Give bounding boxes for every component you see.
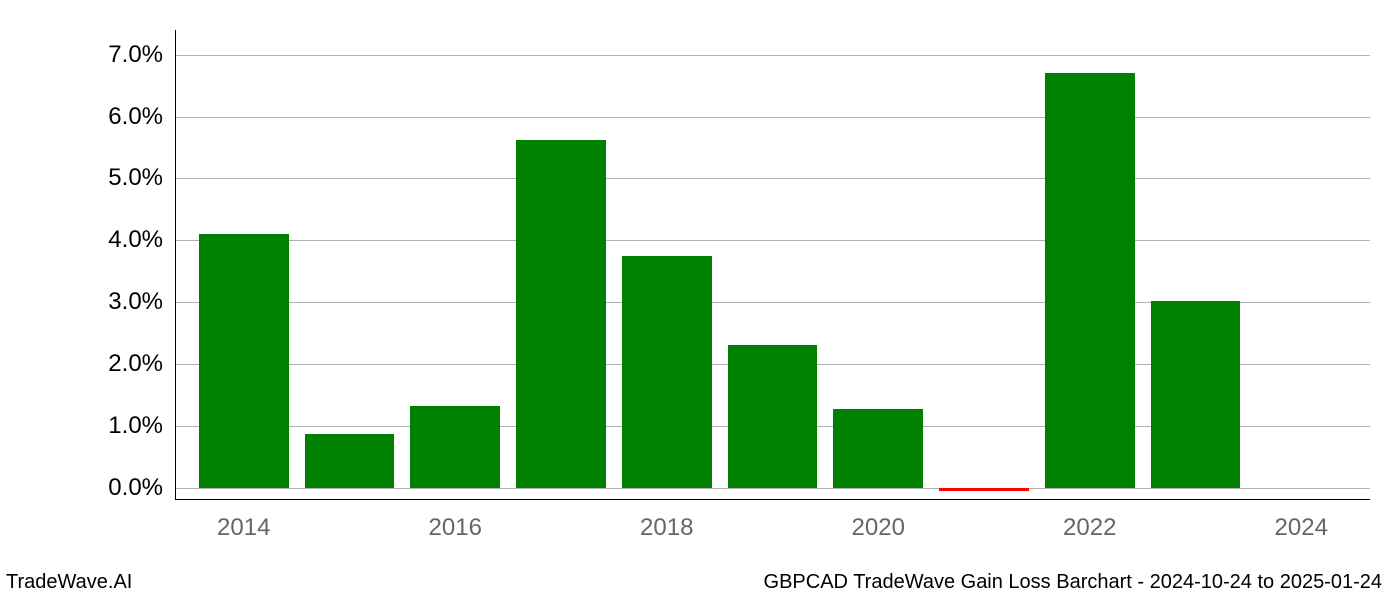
y-gridline <box>175 488 1370 489</box>
bar <box>728 345 818 487</box>
spine-left <box>175 30 176 500</box>
y-gridline <box>175 117 1370 118</box>
footer-right-text: GBPCAD TradeWave Gain Loss Barchart - 20… <box>764 571 1382 594</box>
x-tick-label: 2024 <box>1275 514 1328 542</box>
y-gridline <box>175 55 1370 56</box>
x-tick-label: 2022 <box>1063 514 1116 542</box>
y-tick-label: 1.0% <box>85 412 163 440</box>
y-tick-label: 5.0% <box>85 164 163 192</box>
bar <box>199 234 289 488</box>
bar <box>410 406 500 488</box>
bar <box>1045 73 1135 488</box>
y-tick-label: 0.0% <box>85 474 163 502</box>
y-tick-label: 6.0% <box>85 103 163 131</box>
bar <box>516 140 606 488</box>
gain-loss-barchart: 0.0% 1.0% 2.0% 3.0% 4.0% 5.0% 6.0% 7.0% 2014 2016… <box>0 0 1400 600</box>
x-tick-label: 2014 <box>217 514 270 542</box>
bar <box>622 256 712 488</box>
y-gridline <box>175 240 1370 241</box>
x-tick-label: 2018 <box>640 514 693 542</box>
spine-bottom <box>175 499 1370 500</box>
bar <box>939 488 1029 491</box>
x-tick-label: 2016 <box>429 514 482 542</box>
y-tick-label: 7.0% <box>85 41 163 69</box>
bar <box>833 409 923 488</box>
x-tick-label: 2020 <box>852 514 905 542</box>
y-tick-label: 2.0% <box>85 350 163 378</box>
y-gridline <box>175 178 1370 179</box>
bar <box>305 434 395 487</box>
y-tick-label: 4.0% <box>85 226 163 254</box>
plot-area: 0.0%1.0%2.0%3.0%4.0%5.0%6.0%7.0%20142016… <box>175 30 1370 500</box>
bar <box>1151 301 1241 488</box>
y-tick-label: 3.0% <box>85 288 163 316</box>
footer-left-text: TradeWave.AI <box>6 571 132 594</box>
